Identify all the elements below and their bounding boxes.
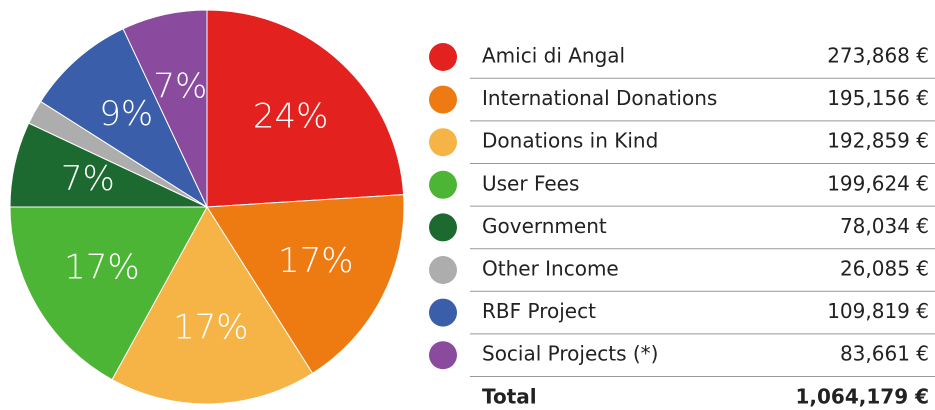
- pie-slice: [122, 9, 208, 208]
- pie-slice: [39, 28, 209, 209]
- legend-label: Donations in Kind: [482, 129, 658, 153]
- amount: 109,819 €: [827, 299, 929, 323]
- pie-slice: [206, 9, 405, 208]
- legend-swatch: [429, 256, 457, 284]
- slice-label: 17%: [278, 241, 354, 281]
- amount: 192,859 €: [827, 129, 929, 153]
- slice-label: 7%: [153, 66, 207, 106]
- legend-label: International Donations: [482, 86, 717, 110]
- pie-slice: [111, 206, 314, 405]
- legend-label: RBF Project: [482, 299, 596, 323]
- amount: 195,156 €: [827, 86, 929, 110]
- slice-label: 17%: [173, 308, 249, 348]
- total-label: Total: [482, 384, 537, 408]
- legend-swatch: [429, 43, 457, 71]
- pie-slice: [206, 194, 405, 375]
- total-amount: 1,064,179 €: [796, 384, 930, 408]
- amount: 83,661 €: [840, 342, 929, 366]
- legend-label: Social Projects (*): [482, 342, 658, 366]
- amount: 26,085 €: [840, 257, 929, 281]
- slice-label: 9%: [99, 94, 153, 134]
- legend-label: Amici di Angal: [482, 44, 625, 68]
- amount: 273,868 €: [827, 44, 929, 68]
- legend-swatch: [429, 213, 457, 242]
- legend-label: Government: [482, 214, 607, 238]
- legend-label: User Fees: [482, 171, 579, 195]
- legend-swatch: [429, 128, 457, 157]
- legend-label: Other Income: [482, 257, 619, 281]
- legend-swatch: [429, 85, 457, 114]
- pie-slice: [9, 206, 208, 381]
- slice-label: 24%: [253, 96, 329, 136]
- legend-swatch: [429, 341, 457, 370]
- amount: 78,034 €: [840, 214, 929, 238]
- legend-swatch: [429, 298, 457, 327]
- slice-label: 7%: [61, 159, 115, 199]
- slice-label: 17%: [64, 248, 140, 288]
- legend-swatch: [429, 170, 457, 199]
- amount: 199,624 €: [827, 171, 929, 195]
